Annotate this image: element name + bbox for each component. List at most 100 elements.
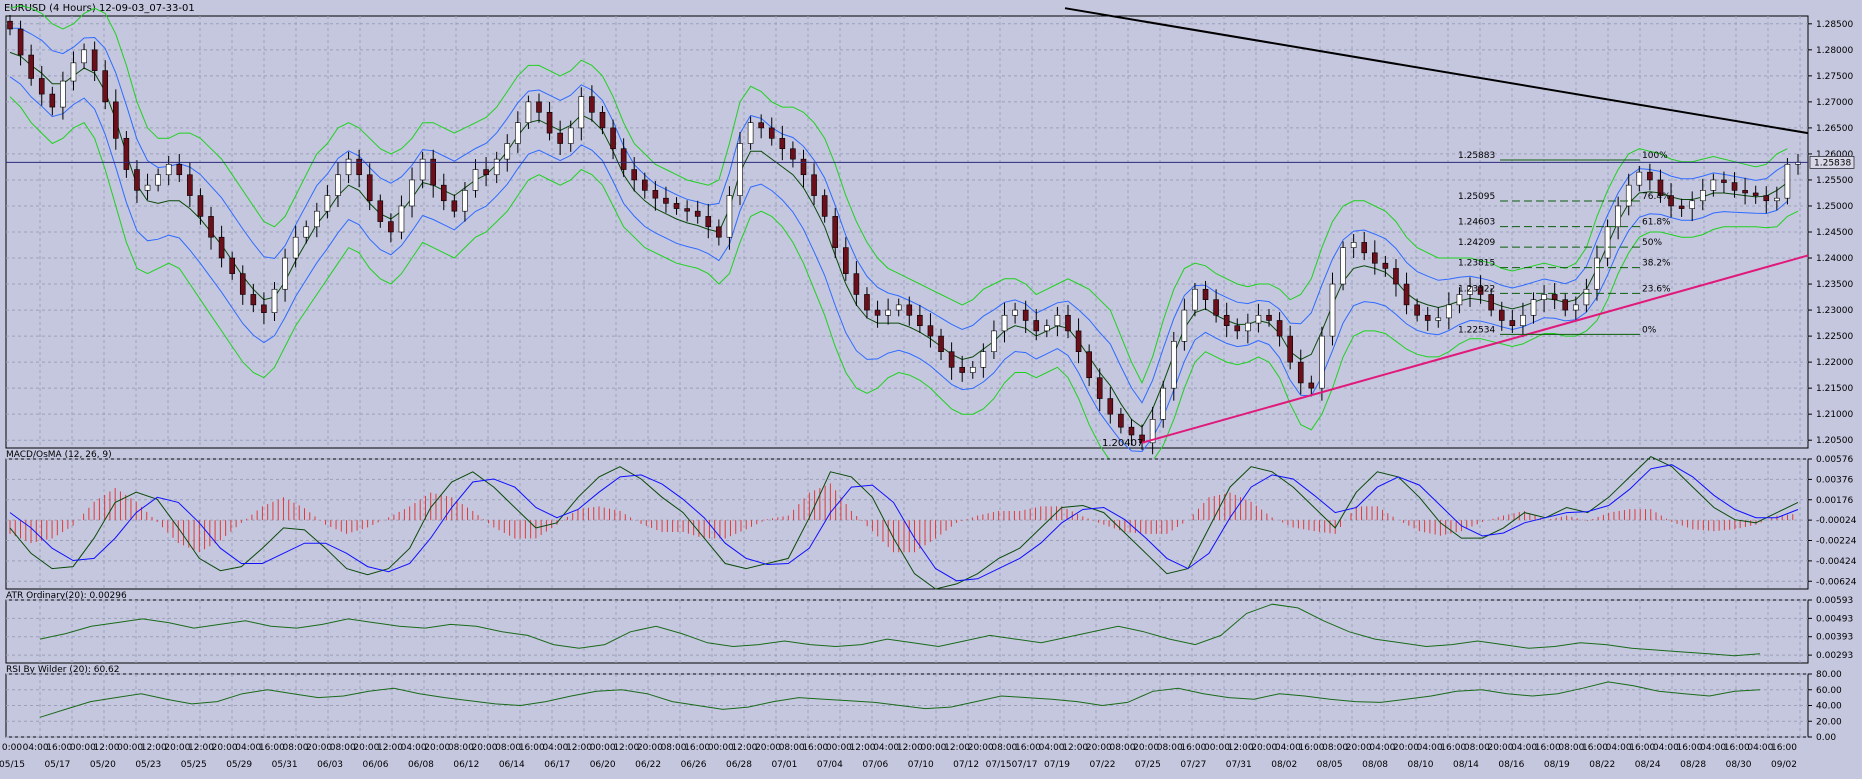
candle-body	[1446, 304, 1452, 319]
candle-body	[1202, 288, 1209, 300]
candle-body	[1573, 304, 1579, 311]
candle-body	[1551, 294, 1558, 300]
candle-body	[652, 190, 659, 199]
x-date-label: 05/15	[0, 760, 25, 770]
y-tick-label: 0.00176	[1816, 496, 1853, 506]
candle-body	[176, 164, 183, 176]
x-date-label: 08/08	[1362, 760, 1388, 770]
signal-line	[9, 464, 1799, 582]
candle-body	[81, 49, 87, 64]
bollinger-bands	[9, 5, 1799, 478]
candle-body	[324, 195, 331, 212]
candle-body	[1647, 171, 1653, 181]
rsi-line	[39, 681, 1761, 718]
x-date-label: 07/27	[1180, 760, 1206, 770]
x-time-label: 12:00	[613, 743, 639, 753]
x-time-label: 16:00	[1015, 743, 1041, 753]
candle-body	[430, 158, 436, 186]
candle-body	[779, 138, 786, 150]
candle-body	[17, 28, 24, 56]
candle-body	[1213, 299, 1219, 316]
x-time-label: 16:00	[1440, 743, 1466, 753]
x-date-label: 06/12	[453, 760, 479, 770]
x-date-label: 08/10	[1408, 760, 1434, 770]
candle-body	[1435, 317, 1442, 321]
candle-body	[1731, 182, 1738, 191]
candle-body	[1742, 190, 1748, 194]
candle-body	[335, 174, 341, 196]
x-time-label: 08:00	[1109, 743, 1135, 753]
x-time-label: 20:00	[472, 743, 498, 753]
candle-body	[165, 164, 172, 176]
x-time-label: 16:00	[1677, 743, 1703, 753]
candle-body	[832, 216, 839, 248]
x-time-label: 20:00	[1086, 743, 1112, 753]
x-time-label: 04:00	[235, 743, 261, 753]
candle-body	[1255, 314, 1262, 324]
candle-body	[663, 197, 669, 204]
y-tick-label: 1.26000	[1816, 150, 1853, 160]
x-date-label: 08/19	[1544, 760, 1570, 770]
x-date-label: 09/02	[1771, 760, 1797, 770]
x-time-label: 12:00	[850, 743, 876, 753]
candle-body	[1340, 247, 1346, 285]
fib-price-label: 1.25883	[1458, 151, 1495, 161]
candle-body	[208, 216, 214, 238]
y-tick-label: 1.24000	[1816, 254, 1853, 264]
x-date-label: 06/22	[635, 760, 661, 770]
candle-body	[1001, 314, 1008, 332]
x-time-label: 16:00	[1629, 743, 1655, 753]
x-date-label: 07/01	[771, 760, 797, 770]
macd-y-axis: 0.00576 0.00376 0.00176 -0.00024 -0.00224 -0.…	[1808, 455, 1857, 587]
candle-body	[546, 111, 553, 134]
y-tick-label: 1.25000	[1816, 202, 1853, 212]
candle-body	[1128, 426, 1135, 436]
x-date-label: 07/19	[1044, 760, 1070, 770]
candle-body	[366, 174, 373, 202]
candle-body	[112, 101, 119, 139]
candlesticks	[7, 14, 1801, 455]
y-tick-label: -0.00024	[1816, 516, 1857, 526]
candle-body	[1297, 361, 1304, 384]
x-time-label: 04:00	[23, 743, 49, 753]
candle-body	[1054, 314, 1061, 326]
y-tick-label: 1.23000	[1816, 306, 1853, 316]
candle-body	[768, 127, 775, 139]
candle-body	[440, 184, 447, 202]
candle-body	[377, 200, 384, 222]
candle-body	[1308, 382, 1315, 389]
x-date-label: 05/31	[272, 760, 298, 770]
candle-body	[483, 169, 489, 176]
y-tick-label: -0.00224	[1816, 537, 1857, 547]
candle-body	[980, 351, 987, 368]
x-time-label: 12:00	[94, 743, 120, 753]
candle-body	[261, 304, 267, 313]
x-date-label: 07/06	[862, 760, 888, 770]
candle-body	[1192, 288, 1198, 311]
candle-body	[885, 309, 891, 316]
x-date-label: 08/14	[1453, 760, 1479, 770]
x-time-label: 16:00	[259, 743, 285, 753]
current-price-label: 1.25838	[1814, 158, 1851, 168]
y-tick-label: 0.00493	[1816, 614, 1853, 624]
x-time-label: 12:00	[566, 743, 592, 753]
macd-panel	[5, 458, 1809, 590]
candle-body	[292, 236, 299, 259]
candle-body	[28, 54, 34, 79]
x-time-label: 08:00	[1464, 743, 1490, 753]
candle-body	[1372, 252, 1378, 264]
candle-body	[1689, 200, 1696, 209]
candle-body	[1075, 330, 1082, 353]
candle-body	[1181, 309, 1188, 342]
atr-panel	[5, 599, 1809, 664]
x-time-label: 20:00	[353, 743, 379, 753]
rsi-title: RSI By Wilder (20): 60.62	[6, 665, 120, 675]
candle-body	[1329, 283, 1336, 337]
candle-body	[1350, 242, 1357, 248]
candle-body	[1721, 179, 1727, 183]
candle-body	[525, 101, 532, 123]
x-date-label: 08/28	[1680, 760, 1706, 770]
candle-body	[536, 101, 542, 113]
candle-body	[123, 138, 130, 170]
candle-body	[1403, 283, 1410, 306]
